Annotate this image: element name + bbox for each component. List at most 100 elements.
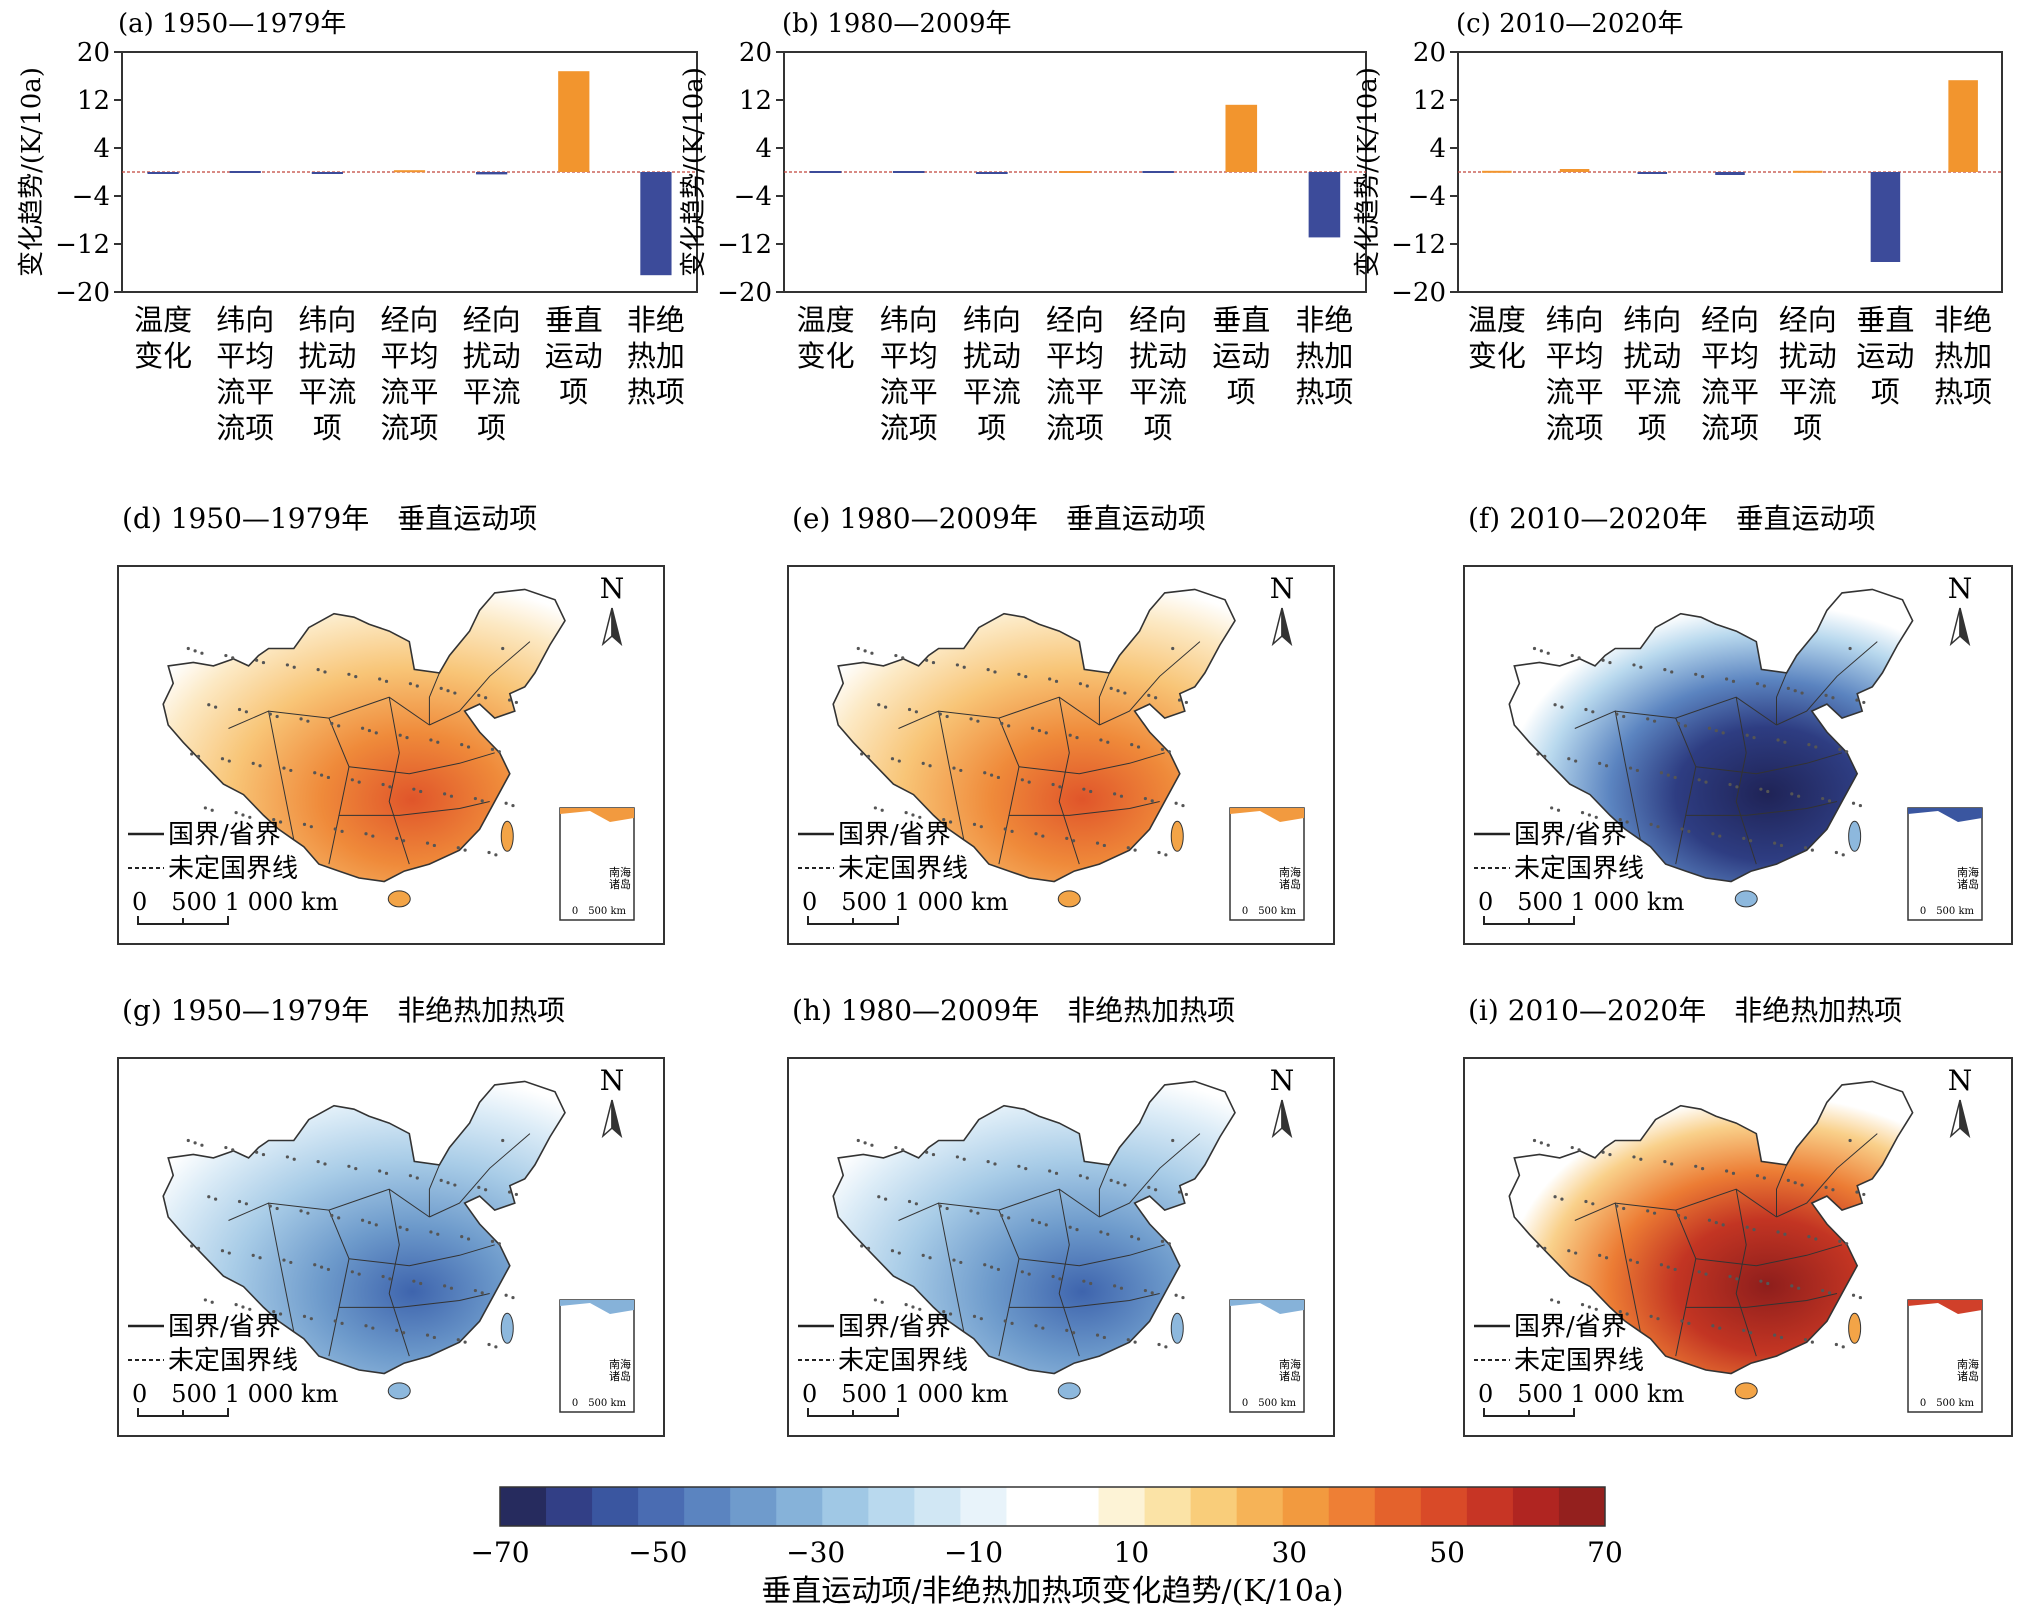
north-arrow-icon — [1281, 1099, 1293, 1139]
colorbar-swatch — [1558, 1487, 1606, 1526]
station-dot — [439, 1178, 443, 1182]
station-dot — [1707, 1218, 1712, 1222]
station-dot — [193, 649, 197, 653]
station-dot — [1580, 811, 1585, 815]
station-dot — [268, 1204, 272, 1208]
station-dot — [894, 653, 898, 658]
station-dot — [244, 1202, 248, 1206]
station-dot — [1834, 1342, 1838, 1347]
station-dot — [1580, 1303, 1585, 1307]
province-boundary — [328, 1209, 350, 1357]
bar — [1559, 169, 1590, 172]
station-dot — [1102, 843, 1106, 848]
station-dot — [1783, 740, 1787, 744]
station-dot — [207, 1195, 211, 1199]
station-dot — [190, 1244, 194, 1248]
station-dot — [1628, 1258, 1633, 1262]
station-dot — [456, 1338, 460, 1342]
x-tick-label: 项 — [977, 411, 1006, 445]
x-tick-label: 平均 — [380, 339, 438, 373]
station-dot — [1570, 1145, 1574, 1150]
station-dot — [1793, 1181, 1797, 1185]
station-dot — [983, 771, 987, 775]
y-axis-label: 变化趋势/(K/10a) — [1353, 67, 1383, 277]
station-dot — [1601, 658, 1605, 662]
station-dot — [1628, 766, 1633, 770]
y-tick-label: −12 — [55, 230, 110, 260]
north-label: N — [1270, 572, 1295, 605]
colorbar-swatch — [1190, 1487, 1238, 1526]
colorbar-swatch — [776, 1487, 823, 1526]
station-dot — [993, 670, 997, 674]
station-dot — [1793, 689, 1797, 693]
station-dot — [319, 1265, 324, 1269]
station-dot — [278, 820, 283, 824]
station-dot — [425, 841, 430, 845]
bar — [1142, 171, 1174, 173]
x-tick-label: 流平 — [380, 375, 438, 409]
x-tick-label: 流平 — [1701, 375, 1759, 409]
island-taiwan — [1848, 1312, 1862, 1344]
station-dot — [480, 799, 484, 803]
station-dot — [1646, 1209, 1650, 1213]
station-dot — [1639, 1157, 1643, 1161]
x-tick-label: 热加 — [627, 339, 685, 373]
station-dot — [1147, 693, 1151, 697]
x-tick-label: 平流 — [1129, 375, 1187, 409]
colorbar-swatch — [960, 1487, 1007, 1526]
station-dot — [460, 743, 464, 747]
station-dot — [1831, 696, 1835, 700]
station-dot — [1003, 827, 1007, 831]
station-dot — [501, 1138, 505, 1143]
station-dot — [986, 668, 990, 672]
x-tick-label: 纬向 — [1546, 303, 1604, 337]
y-axis-label: 变化趋势/(K/10a) — [679, 67, 709, 277]
station-dot — [918, 1307, 922, 1311]
legend-border-label: 国界/省界 — [838, 820, 951, 850]
bar — [393, 170, 426, 173]
station-dot — [347, 1164, 351, 1168]
station-dot — [367, 728, 372, 733]
station-dot — [1051, 782, 1055, 787]
station-dot — [1030, 726, 1035, 730]
station-dot — [860, 752, 864, 756]
station-dot — [1700, 1167, 1705, 1171]
station-dot — [1676, 1213, 1681, 1218]
station-dot — [371, 834, 375, 838]
province-boundary — [1675, 717, 1697, 865]
station-dot — [449, 1286, 454, 1290]
station-dot — [1773, 1333, 1777, 1337]
station-dot — [402, 1331, 406, 1335]
station-dot — [227, 759, 231, 763]
station-dot — [1577, 1148, 1581, 1152]
station-dot — [1848, 646, 1852, 651]
station-dot — [1745, 733, 1749, 737]
colorbar-swatch — [1052, 1487, 1100, 1526]
map-title: (f) 2010—2020年 垂直运动项 — [1468, 502, 1876, 535]
x-tick-label: 项 — [1144, 411, 1173, 445]
station-dot — [1017, 1164, 1021, 1168]
province-boundary — [1776, 1133, 1878, 1218]
y-tick-label: 12 — [1413, 86, 1446, 116]
station-dot — [1862, 700, 1866, 705]
scale-bar-label: 0 500 1 000 km — [132, 888, 339, 916]
station-dot — [357, 1272, 361, 1276]
north-label: N — [1948, 572, 1973, 605]
inset-label: 南海 — [1957, 865, 1979, 879]
inset-label: 南海 — [609, 1357, 631, 1371]
station-dot — [1072, 1331, 1076, 1335]
scale-bar-label: 0 500 1 000 km — [1478, 1380, 1685, 1408]
station-dot — [1749, 839, 1753, 843]
station-dot — [1133, 1340, 1137, 1344]
x-tick-label: 纬向 — [216, 303, 274, 337]
station-dot — [938, 1204, 942, 1208]
station-dot — [901, 1148, 905, 1152]
station-dot — [1556, 808, 1561, 812]
y-tick-label: 4 — [755, 134, 772, 164]
station-dot — [473, 1288, 477, 1293]
y-tick-label: −12 — [1391, 230, 1446, 260]
station-dot — [1728, 1274, 1732, 1279]
station-dot — [1694, 1164, 1698, 1168]
station-dot — [224, 1145, 228, 1150]
x-tick-label: 扰动 — [963, 339, 1021, 373]
